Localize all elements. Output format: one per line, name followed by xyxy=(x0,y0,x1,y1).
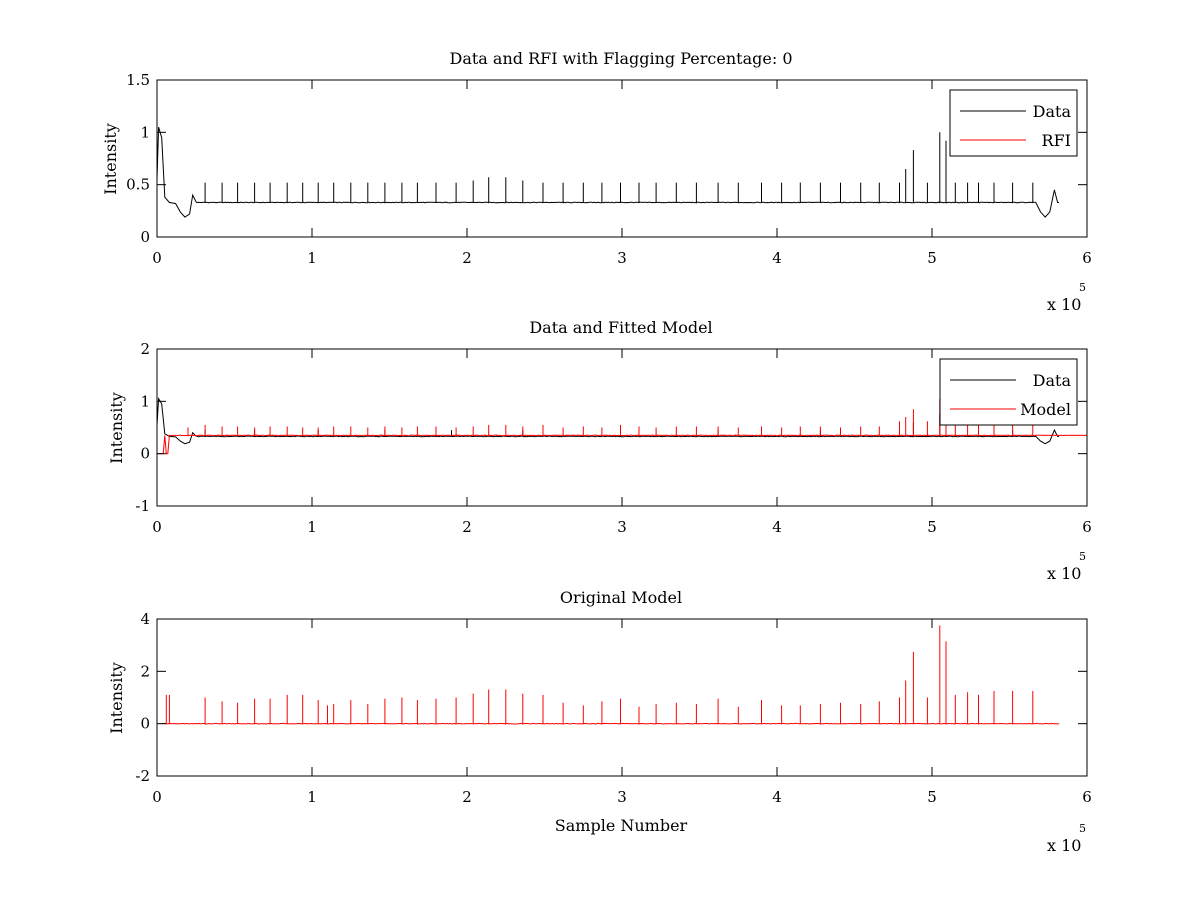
legend-label: Data xyxy=(1033,371,1072,390)
x-tick-label: 4 xyxy=(772,249,782,267)
y-tick-label: 0 xyxy=(140,445,150,463)
legend-box xyxy=(949,89,1078,157)
subplot-1-ylabel: Intensity xyxy=(101,123,120,195)
y-tick-label: 4 xyxy=(140,610,150,628)
y-tick-label: 1.5 xyxy=(126,71,150,89)
x-tick-label: 3 xyxy=(617,788,627,806)
x-tick-label: 5 xyxy=(927,788,937,806)
subplot-1-x-exponent: 5 xyxy=(1079,281,1086,294)
x-tick-label: 6 xyxy=(1082,518,1092,536)
series-line-1-1 xyxy=(157,126,1060,218)
y-tick-label: -1 xyxy=(135,497,150,515)
legend-label: RFI xyxy=(1042,131,1071,150)
subplot-2-title: Data and Fitted Model xyxy=(529,318,712,337)
subplot-3-x-exponent: 5 xyxy=(1079,822,1086,835)
x-tick-label: 2 xyxy=(462,249,472,267)
x-tick-label: 0 xyxy=(152,249,162,267)
x-tick-label: 6 xyxy=(1082,249,1092,267)
x-tick-label: 6 xyxy=(1082,788,1092,806)
series-line-3-1 xyxy=(161,625,1060,726)
x-tick-label: 5 xyxy=(927,249,937,267)
x-tick-label: 2 xyxy=(462,788,472,806)
subplot-3-x-multiplier: x 10 xyxy=(1047,836,1081,855)
x-tick-label: 3 xyxy=(617,249,627,267)
series-line-2-2 xyxy=(157,398,1087,455)
subplot-2: Data and Fitted Model Intensity x 10 5 xyxy=(107,318,1086,583)
x-tick-label: 1 xyxy=(307,518,317,536)
y-tick-label: 1 xyxy=(140,123,150,141)
x-tick-label: 4 xyxy=(772,518,782,536)
series-line-2-1 xyxy=(157,397,1060,445)
subplot-2-x-multiplier: x 10 xyxy=(1047,564,1081,583)
subplot-3-xlabel: Sample Number xyxy=(555,816,688,835)
y-tick-label: -2 xyxy=(135,767,150,785)
y-tick-label: 0.5 xyxy=(126,176,150,194)
subplot-1-title: Data and RFI with Flagging Percentage: 0 xyxy=(449,49,792,68)
y-tick-label: 0 xyxy=(140,228,150,246)
legend: Data RFI xyxy=(949,89,1078,157)
x-tick-label: 1 xyxy=(307,788,317,806)
legend-box xyxy=(939,358,1078,426)
subplot-3: Original Model Intensity Sample Number x… xyxy=(107,588,1086,855)
y-tick-label: 2 xyxy=(140,340,150,358)
x-tick-label: 2 xyxy=(462,518,472,536)
subplot-2-x-exponent: 5 xyxy=(1079,550,1086,563)
x-tick-label: 3 xyxy=(617,518,627,536)
y-tick-label: 0 xyxy=(140,715,150,733)
x-tick-label: 0 xyxy=(152,518,162,536)
y-tick-label: 2 xyxy=(140,662,150,680)
y-tick-label: 1 xyxy=(140,392,150,410)
axes-1: 0 1 2 3 4 5 6 0 0.5 1 1.5 Data RFI xyxy=(126,71,1092,267)
legend: Data Model xyxy=(939,358,1078,426)
x-tick-label: 4 xyxy=(772,788,782,806)
x-tick-label: 0 xyxy=(152,788,162,806)
legend-label: Model xyxy=(1020,400,1071,419)
subplot-3-ylabel: Intensity xyxy=(107,662,126,734)
subplot-3-title: Original Model xyxy=(560,588,682,607)
x-tick-label: 5 xyxy=(927,518,937,536)
subplot-1: Data and RFI with Flagging Percentage: 0… xyxy=(101,49,1086,314)
legend-label: Data xyxy=(1033,102,1072,121)
x-tick-label: 1 xyxy=(307,249,317,267)
subplot-2-ylabel: Intensity xyxy=(107,392,126,464)
subplot-1-x-multiplier: x 10 xyxy=(1047,295,1081,314)
